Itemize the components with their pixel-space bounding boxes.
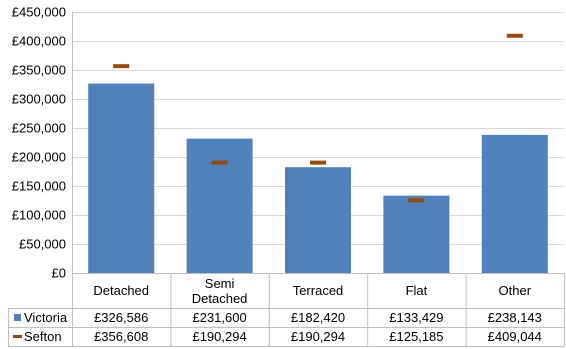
y-tick-label: £200,000 [12,150,66,165]
bar-other [481,134,548,273]
y-tick-label: £300,000 [12,92,66,107]
series-sefton [113,33,523,203]
bar-detached [88,83,155,274]
y-tick-label: £450,000 [12,5,66,20]
legend-key-victoria [14,314,21,321]
y-tick-label: £250,000 [12,121,66,136]
data-label: £182,420 [291,310,345,325]
legend-label-sefton: Sefton [24,329,62,344]
y-tick-label: £50,000 [19,237,66,252]
y-axis: £0 £50,000 £100,000 £150,000 £200,000 £250,00… [12,5,66,281]
category-label: Flat [406,283,428,298]
legend-label-victoria: Victoria [24,310,68,325]
marker-other [506,33,523,38]
data-label: £326,586 [94,310,148,325]
category-label: Semi Detached [192,276,248,306]
category-label: Detached [93,283,149,298]
data-label: £190,294 [291,329,345,344]
y-tick-label: £0 [52,266,66,281]
series-victoria [88,83,548,274]
y-tick-label: £100,000 [12,208,66,223]
data-label: £190,294 [192,329,246,344]
y-tick-label: £400,000 [12,34,66,49]
y-tick-label: £350,000 [12,63,66,78]
data-table: Detached Semi Detached Terraced Flat Other Vic… [8,273,565,347]
data-label: £238,143 [488,310,542,325]
marker-detached [113,64,130,69]
bar-terraced [285,167,351,273]
bar-semi-detached [186,138,253,273]
category-label: Terraced [293,283,344,298]
marker-flat [408,198,425,203]
bar-flat [383,195,450,273]
data-label: £356,608 [94,329,148,344]
data-label: £125,185 [389,329,443,344]
legend-key-sefton [13,335,22,338]
y-tick-label: £150,000 [12,179,66,194]
data-label: £133,429 [389,310,443,325]
category-label: Other [499,283,532,298]
data-label: £409,044 [488,329,542,344]
marker-semi-detached [211,160,228,165]
data-label: £231,600 [192,310,246,325]
marker-terraced [310,160,326,165]
